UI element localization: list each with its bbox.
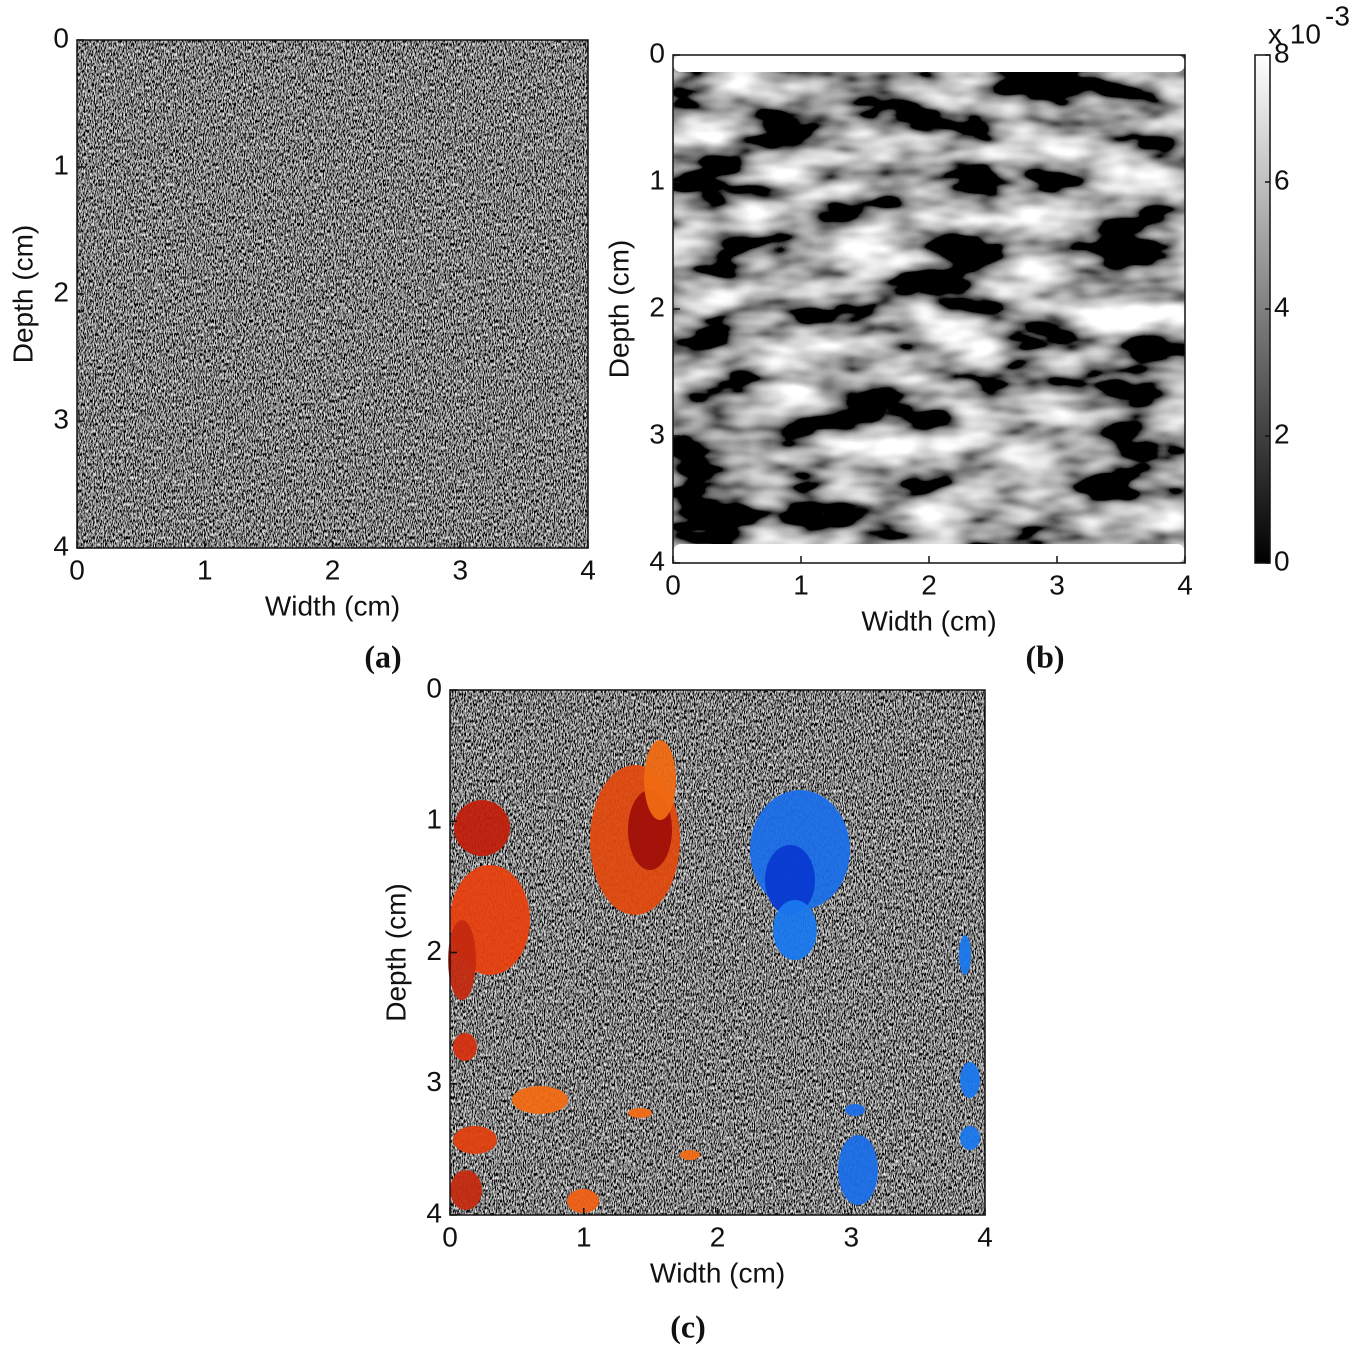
- x-tick-label: 0: [442, 1221, 458, 1252]
- doppler-blob: [512, 1086, 568, 1114]
- panel-caption: (a): [364, 638, 401, 674]
- colorbar-tick-label: 0: [1274, 545, 1290, 576]
- y-tick-label: 4: [426, 1197, 442, 1228]
- image-panel: [450, 690, 985, 1215]
- y-tick-label: 1: [53, 149, 69, 180]
- doppler-blob: [960, 1126, 980, 1150]
- colorbar-tick-label: 4: [1274, 291, 1290, 322]
- x-tick-label: 3: [1049, 569, 1065, 600]
- x-axis-label: Width (cm): [650, 1257, 785, 1288]
- y-tick-label: 3: [426, 1066, 442, 1097]
- x-axis-label: Width (cm): [861, 605, 996, 636]
- y-axis-label: Depth (cm): [7, 225, 38, 363]
- x-tick-label: 2: [710, 1221, 726, 1252]
- y-tick-label: 0: [53, 22, 69, 53]
- panel-caption: (b): [1025, 638, 1064, 674]
- y-tick-label: 2: [53, 276, 69, 307]
- x-tick-label: 4: [580, 554, 596, 585]
- y-axis-label: Depth (cm): [603, 240, 634, 378]
- x-tick-label: 1: [576, 1221, 592, 1252]
- figure: 0123401234Width (cm)Depth (cm)(a)0123401…: [0, 0, 1365, 1351]
- y-tick-label: 4: [53, 530, 69, 561]
- x-tick-label: 3: [452, 554, 468, 585]
- colorbar-tick-label: 2: [1274, 418, 1290, 449]
- x-tick-label: 4: [1177, 569, 1193, 600]
- y-tick-label: 3: [53, 403, 69, 434]
- x-tick-label: 3: [843, 1221, 859, 1252]
- y-tick-label: 3: [649, 418, 665, 449]
- y-axis-label: Depth (cm): [380, 883, 411, 1021]
- doppler-blob: [680, 1150, 700, 1160]
- panel-caption: (c): [670, 1308, 706, 1344]
- doppler-blob: [845, 1104, 865, 1116]
- doppler-blob: [959, 935, 971, 975]
- y-tick-label: 0: [649, 37, 665, 68]
- y-tick-label: 0: [426, 672, 442, 703]
- x-tick-label: 1: [197, 554, 213, 585]
- x-tick-label: 4: [977, 1221, 993, 1252]
- y-tick-label: 4: [649, 545, 665, 576]
- colorbar-scale: x 10: [1268, 18, 1321, 49]
- image-panel: [77, 40, 588, 548]
- doppler-blob: [450, 1170, 482, 1210]
- doppler-blob: [960, 1062, 980, 1098]
- doppler-blob: [453, 1033, 477, 1061]
- doppler-blob: [454, 800, 510, 856]
- edge-band: [673, 55, 1185, 72]
- x-axis-label: Width (cm): [265, 590, 400, 621]
- colorbar-exponent: -3: [1325, 0, 1350, 31]
- x-tick-label: 2: [325, 554, 341, 585]
- doppler-blob: [453, 1126, 497, 1154]
- x-tick-label: 0: [69, 554, 85, 585]
- x-tick-label: 1: [793, 569, 809, 600]
- image-panel: [673, 55, 1185, 563]
- y-tick-label: 2: [649, 291, 665, 322]
- colorbar-tick-label: 6: [1274, 164, 1290, 195]
- y-tick-label: 1: [426, 804, 442, 835]
- doppler-blob: [838, 1135, 878, 1205]
- y-tick-label: 2: [426, 935, 442, 966]
- doppler-blob: [773, 900, 817, 960]
- doppler-blob: [448, 920, 476, 1000]
- x-tick-label: 2: [921, 569, 937, 600]
- y-tick-label: 1: [649, 164, 665, 195]
- doppler-blob: [628, 1108, 652, 1118]
- doppler-blob: [644, 740, 676, 820]
- x-tick-label: 0: [665, 569, 681, 600]
